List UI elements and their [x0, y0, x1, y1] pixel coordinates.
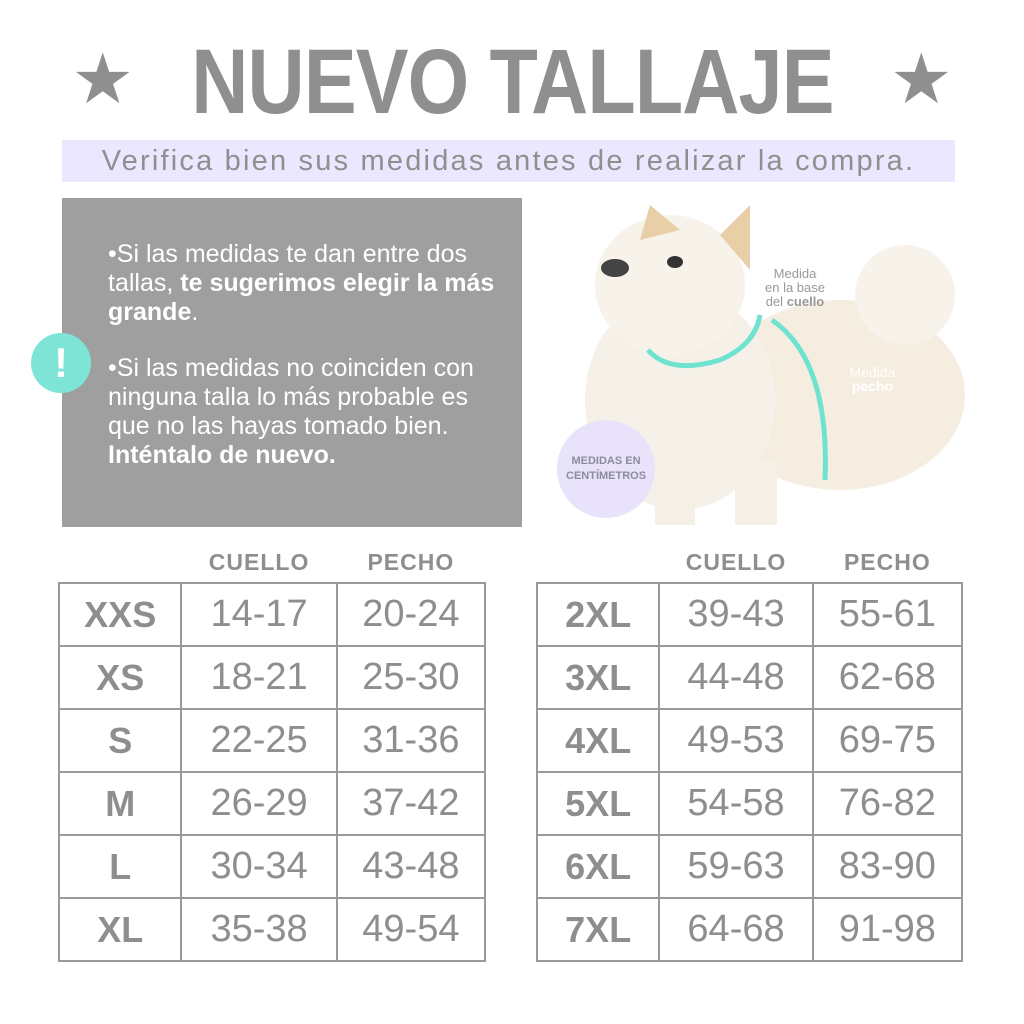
chest-measure-label: Medida pecho: [849, 364, 896, 394]
table-row: M 26-29 37-42: [57, 771, 487, 836]
units-badge: MEDIDAS EN CENTÍMETROS: [557, 420, 655, 518]
cuello-cell: 44-48: [658, 645, 814, 710]
table-row: 7XL 64-68 91-98: [535, 897, 964, 962]
column-header-pecho: PECHO: [367, 548, 455, 575]
size-table-small: CUELLO PECHO XXS 14-17 20-24 XS 18-21 25-30 S 22…: [57, 542, 487, 962]
table-row: XS 18-21 25-30: [57, 645, 487, 710]
pecho-cell: 69-75: [811, 708, 964, 773]
table-row: 4XL 49-53 69-75: [535, 708, 964, 773]
pecho-cell: 62-68: [811, 645, 964, 710]
size-table-large: CUELLO PECHO 2XL 39-43 55-61 3XL 44-48 62-68 4X…: [535, 542, 964, 962]
size-cell: XXS: [57, 582, 183, 647]
pecho-cell: 49-54: [335, 897, 487, 962]
table-row: 6XL 59-63 83-90: [535, 834, 964, 899]
table-row: XXS 14-17 20-24: [57, 582, 487, 647]
cuello-cell: 35-38: [180, 897, 338, 962]
cuello-cell: 54-58: [658, 771, 814, 836]
cuello-cell: 18-21: [180, 645, 338, 710]
cuello-cell: 30-34: [180, 834, 338, 899]
alert-icon: !: [31, 333, 91, 393]
subtitle-banner: Verifica bien sus medidas antes de reali…: [62, 140, 955, 182]
table-row: XL 35-38 49-54: [57, 897, 487, 962]
pecho-cell: 55-61: [811, 582, 964, 647]
pecho-cell: 43-48: [335, 834, 487, 899]
size-cell: XS: [57, 645, 183, 710]
table-row: 5XL 54-58 76-82: [535, 771, 964, 836]
size-cell: M: [57, 771, 183, 836]
size-cell: 5XL: [535, 771, 661, 836]
size-cell: 6XL: [535, 834, 661, 899]
star-icon: ★: [71, 39, 135, 118]
size-cell: XL: [57, 897, 183, 962]
pecho-cell: 20-24: [335, 582, 487, 647]
tip-bullet-larger-size: •Si las medidas te dan entre dos tallas,…: [108, 240, 495, 326]
size-cell: 3XL: [535, 645, 661, 710]
cuello-cell: 14-17: [180, 582, 338, 647]
table-header: CUELLO PECHO: [59, 542, 485, 583]
star-icon: ★: [889, 39, 953, 118]
table-row: S 22-25 31-36: [57, 708, 487, 773]
size-cell: 4XL: [535, 708, 661, 773]
pecho-cell: 25-30: [335, 645, 487, 710]
pecho-cell: 37-42: [335, 771, 487, 836]
pecho-cell: 31-36: [335, 708, 487, 773]
tip-bullet-retry: •Si las medidas no coinciden con ninguna…: [108, 354, 474, 469]
cuello-cell: 26-29: [180, 771, 338, 836]
cuello-cell: 22-25: [180, 708, 338, 773]
table-row: L 30-34 43-48: [57, 834, 487, 899]
size-cell: L: [57, 834, 183, 899]
pecho-cell: 76-82: [811, 771, 964, 836]
cuello-cell: 49-53: [658, 708, 814, 773]
table-header: CUELLO PECHO: [537, 542, 962, 583]
cuello-cell: 59-63: [658, 834, 814, 899]
column-header-pecho: PECHO: [843, 548, 931, 575]
size-cell: 2XL: [535, 582, 661, 647]
neck-measure-label: Medida en la base del cuello: [765, 266, 825, 309]
column-header-cuello: CUELLO: [685, 548, 787, 575]
pecho-cell: 91-98: [811, 897, 964, 962]
size-cell: 7XL: [535, 897, 661, 962]
size-cell: S: [57, 708, 183, 773]
cuello-cell: 64-68: [658, 897, 814, 962]
page-title: ★ NUEVO TALLAJE ★: [0, 30, 1024, 135]
table-row: 3XL 44-48 62-68: [535, 645, 964, 710]
cuello-cell: 39-43: [658, 582, 814, 647]
info-box: •Si las medidas te dan entre dos tallas,…: [62, 198, 522, 527]
title-text: NUEVO TALLAJE: [190, 31, 834, 133]
column-header-cuello: CUELLO: [208, 548, 310, 575]
pecho-cell: 83-90: [811, 834, 964, 899]
table-row: 2XL 39-43 55-61: [535, 582, 964, 647]
